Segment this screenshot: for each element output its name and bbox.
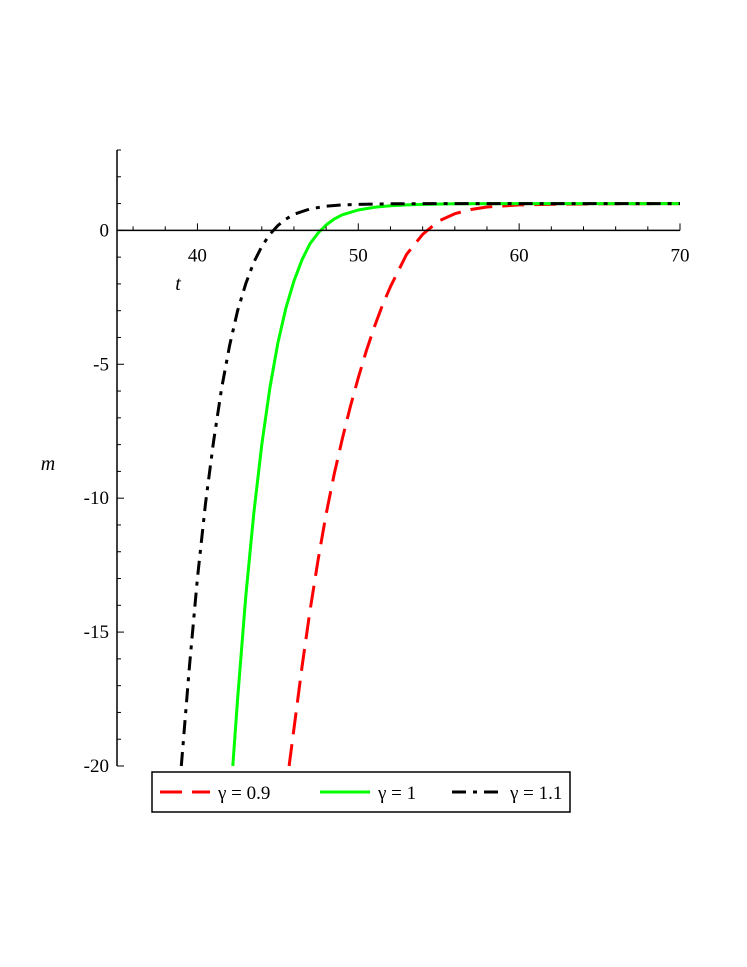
- x-tick-label: 50: [349, 245, 368, 266]
- legend-label-3: γ = 1.1: [509, 783, 562, 804]
- tick-labels: 40 50 60 70 0 -5 -10 -15 -20: [84, 220, 690, 777]
- y-tick-label: -20: [84, 756, 109, 777]
- ticks: [117, 149, 681, 767]
- x-tick-label: 40: [188, 245, 207, 266]
- y-tick-label: -15: [84, 622, 109, 643]
- axes: [116, 150, 680, 766]
- series-line-1: [287, 202, 681, 767]
- y-axis-label: m: [41, 453, 55, 475]
- x-tick-label: 60: [510, 245, 529, 266]
- x-axis-label: t: [175, 273, 181, 295]
- legend-label-1: γ = 0.9: [217, 783, 270, 804]
- legend-label-2: γ = 1: [377, 783, 416, 804]
- x-tick-label: 70: [671, 245, 690, 266]
- legend: γ = 0.9 γ = 1 γ = 1.1: [151, 771, 571, 813]
- plot-lines: [179, 202, 681, 767]
- y-tick-label: -10: [84, 488, 109, 509]
- y-tick-label: 0: [100, 220, 110, 241]
- y-tick-label: -5: [93, 354, 109, 375]
